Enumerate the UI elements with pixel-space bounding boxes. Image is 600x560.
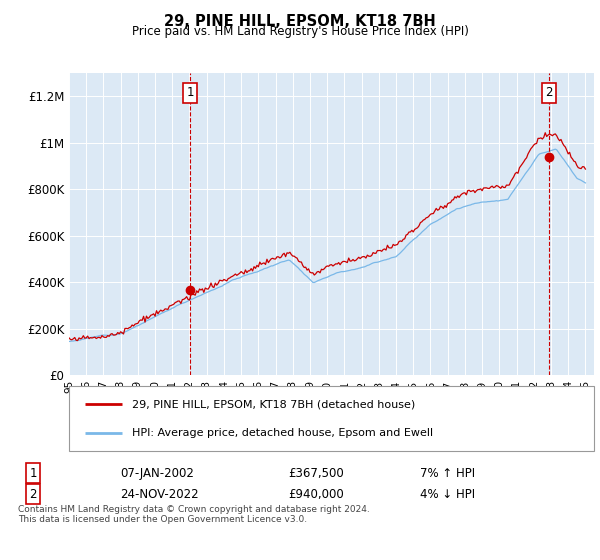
- Text: 4% ↓ HPI: 4% ↓ HPI: [420, 488, 475, 501]
- Text: £367,500: £367,500: [288, 466, 344, 479]
- Text: HPI: Average price, detached house, Epsom and Ewell: HPI: Average price, detached house, Epso…: [132, 428, 433, 438]
- FancyBboxPatch shape: [69, 386, 594, 451]
- Text: 7% ↑ HPI: 7% ↑ HPI: [420, 466, 475, 479]
- Text: 1: 1: [29, 466, 37, 479]
- Text: 07-JAN-2002: 07-JAN-2002: [120, 466, 194, 479]
- Text: £940,000: £940,000: [288, 488, 344, 501]
- Text: 2: 2: [545, 86, 553, 100]
- Text: 2: 2: [29, 488, 37, 501]
- Text: 29, PINE HILL, EPSOM, KT18 7BH: 29, PINE HILL, EPSOM, KT18 7BH: [164, 14, 436, 29]
- Text: 24-NOV-2022: 24-NOV-2022: [120, 488, 199, 501]
- Text: Contains HM Land Registry data © Crown copyright and database right 2024.
This d: Contains HM Land Registry data © Crown c…: [18, 505, 370, 524]
- Text: Price paid vs. HM Land Registry's House Price Index (HPI): Price paid vs. HM Land Registry's House …: [131, 25, 469, 38]
- Text: 29, PINE HILL, EPSOM, KT18 7BH (detached house): 29, PINE HILL, EPSOM, KT18 7BH (detached…: [132, 399, 415, 409]
- Text: 1: 1: [187, 86, 194, 100]
